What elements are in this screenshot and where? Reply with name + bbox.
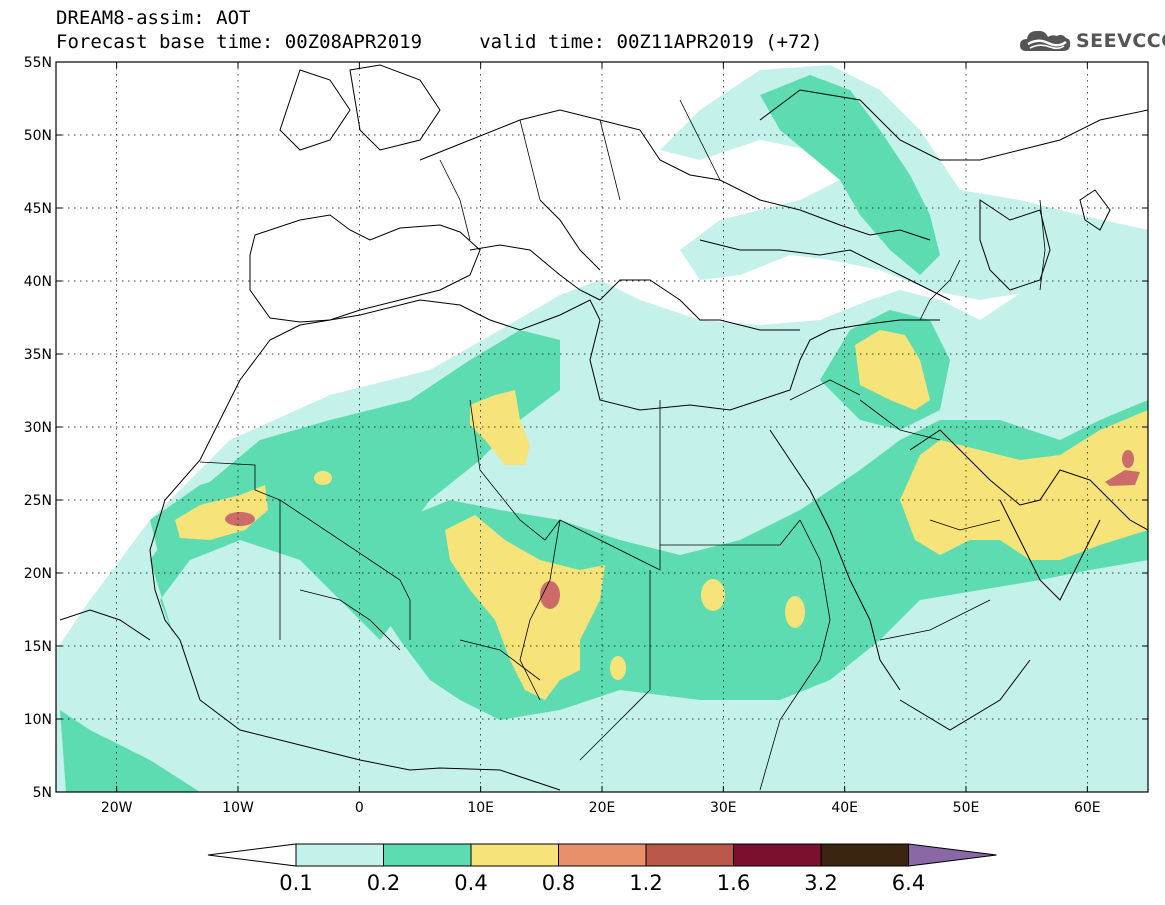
- colorbar-segment: [470, 843, 559, 867]
- aot-band-high-libya: [470, 390, 530, 465]
- lon-label: 20W: [101, 800, 133, 816]
- colorbar-tick-label: 3.2: [804, 871, 837, 895]
- aot-band-mid-west: [150, 330, 560, 640]
- colorbar-segment: [295, 843, 384, 867]
- aot-peak-mauritania: [225, 512, 255, 526]
- forecast-times: Forecast base time: 00Z08APR2019 valid t…: [56, 31, 823, 53]
- colorbar-tick-label: 6.4: [892, 871, 925, 895]
- colorbar-segment: [733, 843, 822, 867]
- aot-peak-chad: [540, 581, 560, 609]
- longitude-labels: 20W 10W 0 10E 20E 30E 40E 50E 60E: [101, 800, 1101, 816]
- map-title: DREAM8-assim: AOT: [56, 7, 251, 29]
- lon-label: 10E: [467, 800, 494, 816]
- axis-ticks: [56, 61, 1148, 793]
- lat-label: 30N: [24, 420, 52, 436]
- lat-label: 45N: [24, 201, 52, 217]
- lat-label: 50N: [24, 128, 52, 144]
- aot-band-high-mauritania: [175, 485, 268, 540]
- colorbar-segment: [645, 843, 734, 867]
- lon-label: 10W: [222, 800, 254, 816]
- lat-label: 35N: [24, 347, 52, 363]
- colorbar-segment: [558, 843, 647, 867]
- lon-label: 60E: [1074, 800, 1101, 816]
- lat-label: 15N: [24, 639, 52, 655]
- colorbar-tick-label: 0.1: [279, 871, 312, 895]
- aot-spot-2: [701, 579, 725, 611]
- aot-spot-3: [785, 596, 805, 628]
- colorbar-tick-label: 1.6: [717, 871, 750, 895]
- lon-label: 50E: [953, 800, 980, 816]
- aot-band-high-sahel: [445, 515, 605, 700]
- colorbar-arrow-left: [207, 843, 297, 867]
- colorbar-segment: [383, 843, 472, 867]
- lat-label: 10N: [24, 712, 52, 728]
- latitude-labels: 55N 50N 45N 40N 35N 30N 25N 20N 15N 10N 5N: [24, 55, 52, 801]
- aot-band-high-iraq: [855, 330, 930, 410]
- colorbar-segment: [820, 843, 909, 867]
- colorbar: 0.1 0.2 0.4 0.8 1.2 1.6 3.2 6.4: [207, 843, 997, 895]
- lon-label: 0: [355, 800, 364, 816]
- aot-band-high-arabia: [900, 410, 1148, 560]
- lon-label: 20E: [589, 800, 616, 816]
- lon-label: 40E: [831, 800, 858, 816]
- logo-text: SEEVCCC: [1076, 30, 1165, 52]
- lat-label: 55N: [24, 55, 52, 71]
- cloud-icon: [1020, 30, 1071, 51]
- lat-label: 5N: [33, 785, 52, 801]
- colorbar-arrow-right: [908, 843, 997, 867]
- lon-label: 30E: [710, 800, 737, 816]
- lat-label: 40N: [24, 274, 52, 290]
- aot-spot-4: [610, 656, 626, 680]
- aot-band-mid-north: [760, 75, 940, 275]
- colorbar-tick-label: 0.2: [367, 871, 400, 895]
- colorbar-tick-label: 0.8: [542, 871, 575, 895]
- borders: [199, 99, 1046, 791]
- aot-band-mid-sw: [60, 710, 200, 792]
- seevccc-logo: SEEVCCC: [1018, 26, 1165, 56]
- aot-peak-oman-2: [1122, 450, 1134, 468]
- colorbar-tick-label: 1.2: [629, 871, 662, 895]
- lat-label: 25N: [24, 493, 52, 509]
- aot-field: [56, 65, 1148, 792]
- lat-label: 20N: [24, 566, 52, 582]
- aot-spot-1: [314, 471, 332, 485]
- aot-peak-oman: [1105, 470, 1140, 486]
- colorbar-tick-label: 0.4: [454, 871, 487, 895]
